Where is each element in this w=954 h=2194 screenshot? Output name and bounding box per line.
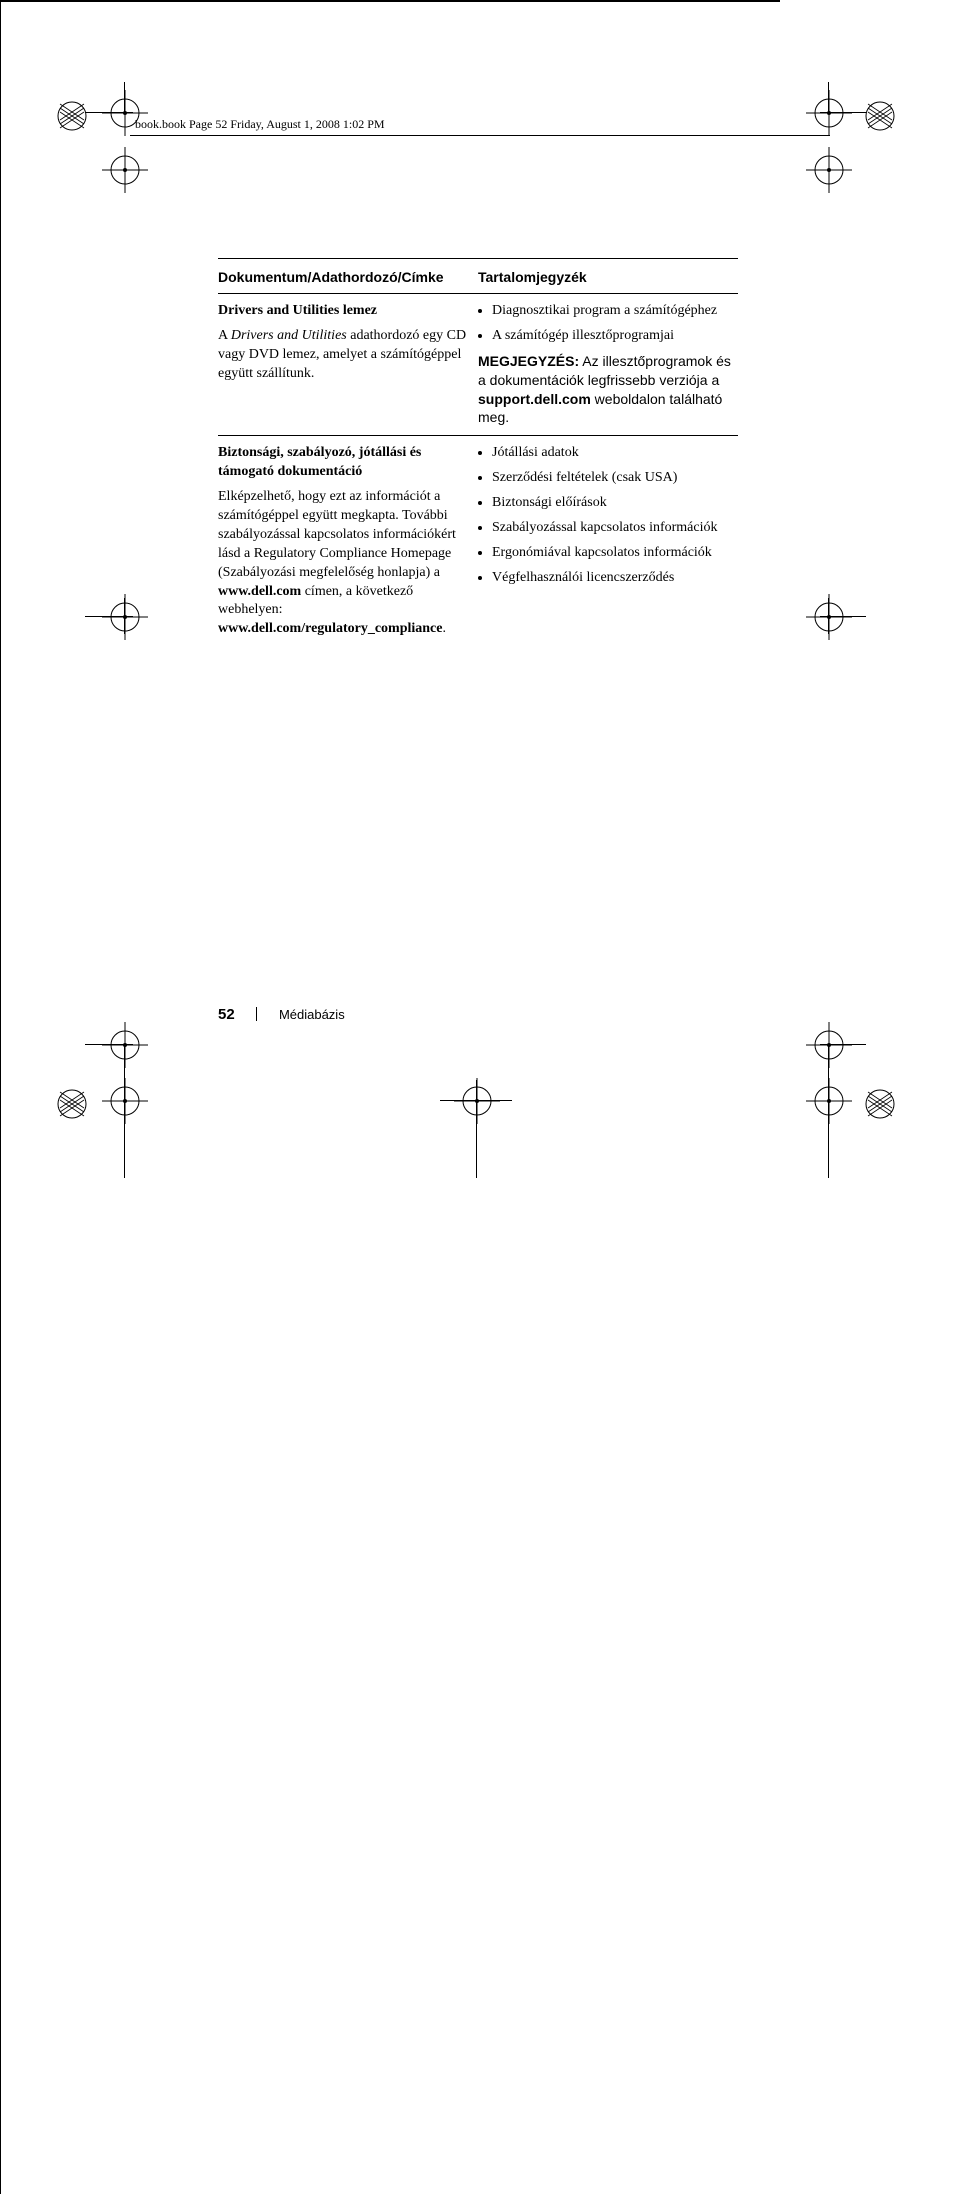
registration-mark-icon xyxy=(804,592,854,642)
footer-separator xyxy=(256,1007,257,1021)
text-bold: www.dell.com/regulatory_compliance xyxy=(218,621,443,636)
list-item: Szabályozással kapcsolatos információk xyxy=(492,519,738,538)
knurl-icon xyxy=(54,98,90,134)
registration-mark-icon xyxy=(452,1076,502,1126)
list-item: A számítógép illesztőprogramjai xyxy=(492,327,738,346)
registration-mark-icon xyxy=(100,1020,150,1070)
text: . xyxy=(443,621,447,636)
registration-mark-icon xyxy=(100,1076,150,1126)
registration-mark-icon xyxy=(804,1076,854,1126)
table-top-rule xyxy=(218,258,738,259)
text-italic: Drivers and Utilities xyxy=(231,328,347,343)
running-header: book.book Page 52 Friday, August 1, 2008… xyxy=(135,117,385,132)
list-item: Jótállási adatok xyxy=(492,444,738,463)
table-header-row: Dokumentum/Adathordozó/Címke Tartalomjeg… xyxy=(218,269,738,291)
row2-left-title: Biztonsági, szabályozó, jótállási és tám… xyxy=(218,444,468,482)
table-row: Drivers and Utilities lemez A Drivers an… xyxy=(218,294,738,435)
page: book.book Page 52 Friday, August 1, 2008… xyxy=(0,0,954,1235)
crop-line xyxy=(0,1,780,2)
text-bold: support.dell.com xyxy=(478,391,591,407)
row1-left-body: A Drivers and Utilities adathordozó egy … xyxy=(218,327,468,384)
header-rule xyxy=(130,135,830,136)
registration-mark-icon xyxy=(804,1020,854,1070)
list-item: Diagnosztikai program a számítógéphez xyxy=(492,302,738,321)
list-item: Szerződési feltételek (csak USA) xyxy=(492,469,738,488)
row2-left: Biztonsági, szabályozó, jótállási és tám… xyxy=(218,444,478,639)
col-header-right: Tartalomjegyzék xyxy=(478,269,738,285)
registration-mark-icon xyxy=(100,145,150,195)
footer-section: Médiabázis xyxy=(279,1007,345,1022)
registration-mark-icon xyxy=(100,592,150,642)
text: Elképzelhető, hogy ezt az információt a … xyxy=(218,489,456,580)
table-row: Biztonsági, szabályozó, jótállási és tám… xyxy=(218,436,738,647)
row1-note: MEGJEGYZÉS: Az illesztőprogramok és a do… xyxy=(478,352,738,428)
knurl-icon xyxy=(862,1086,898,1122)
row1-left-title: Drivers and Utilities lemez xyxy=(218,302,468,321)
content-table: Dokumentum/Adathordozó/Címke Tartalomjeg… xyxy=(218,258,738,647)
page-footer: 52 Médiabázis xyxy=(218,1006,345,1023)
row2-right: Jótállási adatok Szerződési feltételek (… xyxy=(478,444,738,639)
note-label: MEGJEGYZÉS: xyxy=(478,353,579,369)
text-bold: www.dell.com xyxy=(218,584,301,599)
registration-mark-icon xyxy=(804,145,854,195)
registration-mark-icon xyxy=(804,88,854,138)
row2-left-body: Elképzelhető, hogy ezt az információt a … xyxy=(218,488,468,639)
text: A xyxy=(218,328,231,343)
page-number: 52 xyxy=(218,1006,235,1023)
list-item: Biztonsági előírások xyxy=(492,494,738,513)
col-header-left: Dokumentum/Adathordozó/Címke xyxy=(218,269,478,285)
knurl-icon xyxy=(54,1086,90,1122)
row2-bullets: Jótállási adatok Szerződési feltételek (… xyxy=(478,444,738,587)
knurl-icon xyxy=(862,98,898,134)
row1-right: Diagnosztikai program a számítógéphez A … xyxy=(478,302,738,427)
crop-line xyxy=(0,2,1,1098)
row1-left: Drivers and Utilities lemez A Drivers an… xyxy=(218,302,478,427)
list-item: Végfelhasználói licencszerződés xyxy=(492,569,738,588)
list-item: Ergonómiával kapcsolatos információk xyxy=(492,544,738,563)
crop-line xyxy=(0,1098,1,2194)
row1-bullets: Diagnosztikai program a számítógéphez A … xyxy=(478,302,738,346)
